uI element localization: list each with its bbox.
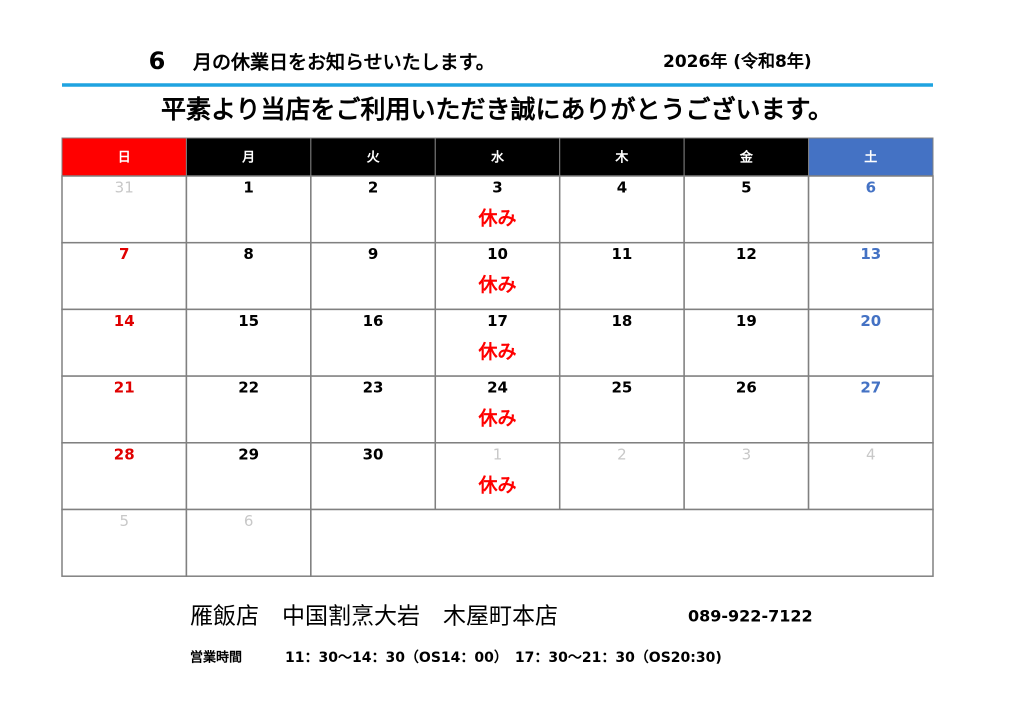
weekday-label: 月 xyxy=(241,151,255,166)
day-cell xyxy=(683,375,810,444)
day-number: 5 xyxy=(119,512,129,530)
day-number: 25 xyxy=(611,379,632,397)
day-cell xyxy=(558,241,685,311)
day-number: 24 xyxy=(487,379,508,397)
day-cell xyxy=(310,308,437,377)
day-number: 4 xyxy=(617,179,627,197)
day-number: 13 xyxy=(860,245,881,263)
day-cell xyxy=(434,375,561,444)
weekday-label: 水 xyxy=(491,150,505,166)
day-number: 12 xyxy=(736,245,757,263)
day-cell xyxy=(558,442,685,511)
month: 6 xyxy=(149,47,166,75)
day-number: 19 xyxy=(736,312,757,330)
day-number: 3 xyxy=(742,445,752,463)
day-cell xyxy=(185,442,312,511)
holiday-note: 休み xyxy=(477,208,516,230)
day-number: 5 xyxy=(741,179,751,197)
day-number: 7 xyxy=(119,245,129,263)
weekday-label: 火 xyxy=(367,151,381,166)
day-cell xyxy=(807,308,934,377)
day-cell xyxy=(61,508,188,577)
weekday-cell xyxy=(683,137,810,177)
day-number: 22 xyxy=(238,379,259,397)
weekday-cell xyxy=(434,137,561,177)
title: 月の休業日をお知らせいたします。 xyxy=(192,51,495,74)
day-number: 29 xyxy=(238,445,259,463)
phone: 089-922-7122 xyxy=(688,607,813,626)
day-number: 15 xyxy=(238,312,259,330)
day-number: 6 xyxy=(244,512,254,530)
weekday-label: 土 xyxy=(864,150,877,166)
weekday-cell xyxy=(61,137,187,177)
day-number: 14 xyxy=(114,312,135,330)
holiday-note: 休み xyxy=(477,341,516,363)
shop-name: 雁飯店 中国割烹大岩 木屋町本店 xyxy=(190,604,558,630)
day-number: 30 xyxy=(363,445,384,463)
day-cell xyxy=(185,175,312,244)
day-number: 2 xyxy=(368,179,378,197)
day-number: 6 xyxy=(866,179,876,197)
day-cell xyxy=(310,175,437,244)
hours: 11：30～14：30（OS14：00） 17：30～21：30（OS20:30… xyxy=(285,650,722,666)
day-number: 27 xyxy=(860,379,881,397)
day-number: 18 xyxy=(611,312,632,330)
weekday-cell xyxy=(310,137,436,177)
day-number: 10 xyxy=(487,245,508,263)
hours-label: 営業時間 xyxy=(190,650,242,666)
day-number: 28 xyxy=(114,445,135,463)
day-cell xyxy=(558,175,685,244)
year: 2026年 (令和8年) xyxy=(663,51,812,72)
day-number: 2 xyxy=(617,445,627,463)
day-cell xyxy=(683,241,810,311)
day-cell xyxy=(683,308,810,377)
day-cell xyxy=(434,308,561,377)
day-number: 9 xyxy=(368,245,378,263)
day-number: 3 xyxy=(492,179,502,197)
day-cell xyxy=(434,241,561,311)
day-cell xyxy=(310,375,437,444)
holiday-note: 休み xyxy=(477,408,516,430)
weekday-cell xyxy=(808,137,934,177)
empty-cell xyxy=(310,508,934,577)
day-cell xyxy=(558,308,685,377)
weekday-label: 日 xyxy=(118,151,131,166)
day-number: 11 xyxy=(611,245,632,263)
day-cell xyxy=(185,508,312,577)
holiday-note: 休み xyxy=(477,474,516,496)
weekday-label: 木 xyxy=(614,150,629,166)
holiday-note: 休み xyxy=(477,274,516,296)
day-number: 31 xyxy=(115,179,134,197)
day-number: 8 xyxy=(243,245,253,263)
calendar: 日月火水木金土31 1 2 3休み4 5 67 8 9 10休み11 12 1314 15 16 17休み… xyxy=(61,137,934,577)
weekday-label: 金 xyxy=(739,150,754,166)
day-number: 1 xyxy=(243,179,253,197)
day-number: 26 xyxy=(736,379,757,397)
day-number: 1 xyxy=(493,445,503,463)
day-cell xyxy=(61,308,188,377)
day-cell xyxy=(61,375,188,444)
day-number: 21 xyxy=(114,379,135,397)
day-cell xyxy=(434,442,561,511)
weekday-cell xyxy=(559,137,685,177)
day-number: 4 xyxy=(866,445,876,463)
day-number: 17 xyxy=(487,312,508,330)
day-cell xyxy=(434,175,561,244)
day-number: 20 xyxy=(860,312,881,330)
greeting: 平素より当店をご利用いただき誠にありがとうございます。 xyxy=(161,95,833,124)
day-number: 16 xyxy=(363,312,384,330)
day-cell xyxy=(807,375,934,444)
day-number: 23 xyxy=(363,379,384,397)
day-cell xyxy=(807,175,934,244)
day-cell xyxy=(683,442,810,511)
